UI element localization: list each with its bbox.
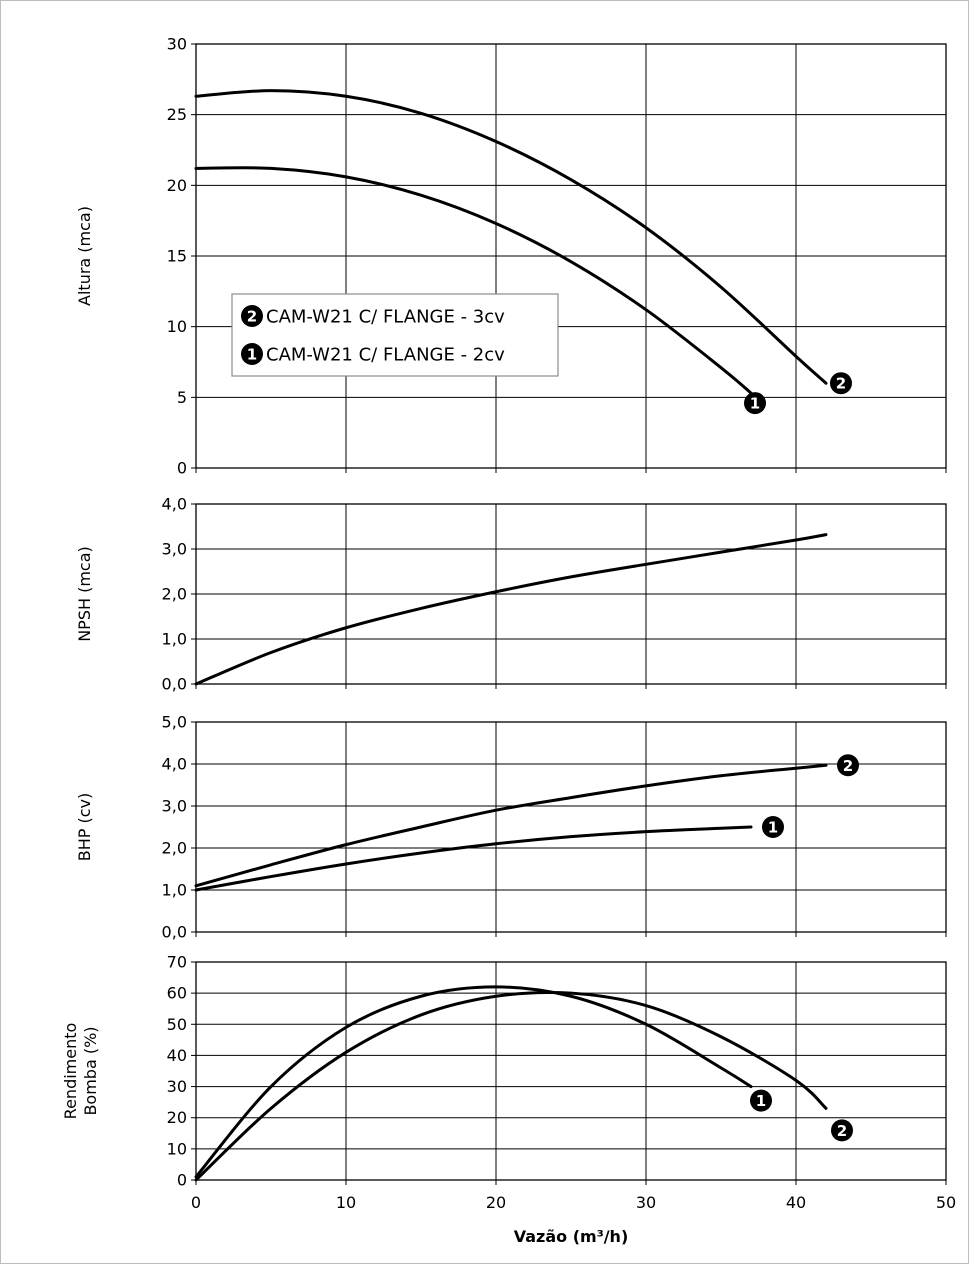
series-end-marker-2: 2 [830, 372, 852, 395]
svg-text:2: 2 [837, 1122, 847, 1140]
y-axis-label: BHP (cv) [75, 793, 94, 862]
x-tick-label: 30 [636, 1193, 656, 1212]
x-tick-label: 20 [486, 1193, 506, 1212]
plot-area [195, 721, 947, 933]
y-tick-label: 2,0 [162, 839, 187, 858]
series-end-marker-1: 1 [744, 392, 766, 415]
series-end-marker-2: 2 [837, 754, 859, 777]
y-tick-label: 5,0 [162, 713, 187, 732]
svg-text:1: 1 [756, 1092, 766, 1110]
svg-text:1: 1 [247, 346, 257, 364]
y-axis-label: NPSH (mca) [75, 546, 94, 642]
series-end-marker-2: 2 [831, 1119, 853, 1142]
series-end-marker-1: 1 [750, 1089, 772, 1112]
svg-text:1: 1 [750, 395, 760, 413]
y-tick-label: 20 [167, 176, 187, 195]
y-tick-label: 25 [167, 105, 187, 124]
y-tick-label: 0,0 [162, 675, 187, 694]
y-tick-label: 5 [177, 388, 187, 407]
y-tick-label: 15 [167, 247, 187, 266]
y-tick-label: 10 [167, 1139, 187, 1158]
series-end-marker-1: 1 [762, 816, 784, 838]
legend-marker-2: 2 [241, 305, 263, 327]
x-tick-label: 50 [936, 1193, 956, 1212]
plot-area [195, 961, 947, 1181]
chart-panel-3: 0,0 1,0 2,0 3,0 4,0 5,0 BHP (cv) 1 2 [75, 713, 947, 942]
y-tick-label: 3,0 [162, 540, 187, 559]
svg-text:2: 2 [843, 757, 853, 775]
y-axis-label: Altura (mca) [75, 206, 94, 306]
series-line-1 [194, 166, 753, 395]
y-tick-label: 0 [177, 459, 187, 478]
y-axis-label: RendimentoBomba (%) [61, 1023, 100, 1120]
legend: 2 CAM-W21 C/ FLANGE - 3cv 1 CAM-W21 C/ FLAN… [231, 293, 559, 377]
series-line-1 [194, 985, 753, 1179]
y-tick-label: 2,0 [162, 585, 187, 604]
series-line-2 [194, 89, 828, 385]
y-tick-label: 60 [167, 984, 187, 1003]
y-tick-label: 0 [177, 1171, 187, 1190]
legend-label-2: CAM-W21 C/ FLANGE - 3cv [266, 307, 505, 328]
y-tick-label: 30 [167, 35, 187, 54]
y-tick-label: 20 [167, 1108, 187, 1127]
x-tick-label: 40 [786, 1193, 806, 1212]
y-tick-label: 40 [167, 1046, 187, 1065]
y-tick-label: 4,0 [162, 755, 187, 774]
y-tick-label: 0,0 [162, 923, 187, 942]
y-tick-label: 70 [167, 953, 187, 972]
svg-text:2: 2 [836, 375, 846, 393]
y-tick-label: 3,0 [162, 797, 187, 816]
x-tick-label: 0 [191, 1193, 201, 1212]
series-line-2 [194, 763, 828, 888]
x-axis-label: Vazão (m³/h) [514, 1227, 629, 1246]
svg-text:2: 2 [247, 308, 257, 326]
legend-label-1: CAM-W21 C/ FLANGE - 2cv [266, 345, 505, 366]
chart-panel-2: 0,0 1,0 2,0 3,0 4,0 NPSH (mca) [75, 495, 947, 694]
y-tick-label: 1,0 [162, 881, 187, 900]
y-tick-label: 50 [167, 1015, 187, 1034]
chart-panel-1: 0 5 10 15 20 25 30 Altura (mca) 1 2 2 CAM-W21 C/ FL… [75, 35, 947, 478]
series-line-2 [194, 990, 828, 1182]
y-tick-label: 10 [167, 317, 187, 336]
legend-box [231, 293, 559, 377]
y-tick-label: 4,0 [162, 495, 187, 514]
svg-text:1: 1 [768, 819, 778, 837]
series-line-1 [194, 533, 828, 686]
series-line-1 [194, 825, 753, 892]
legend-marker-1: 1 [241, 343, 263, 365]
y-tick-label: 30 [167, 1077, 187, 1096]
x-tick-label: 10 [336, 1193, 356, 1212]
y-tick-label: 1,0 [162, 630, 187, 649]
